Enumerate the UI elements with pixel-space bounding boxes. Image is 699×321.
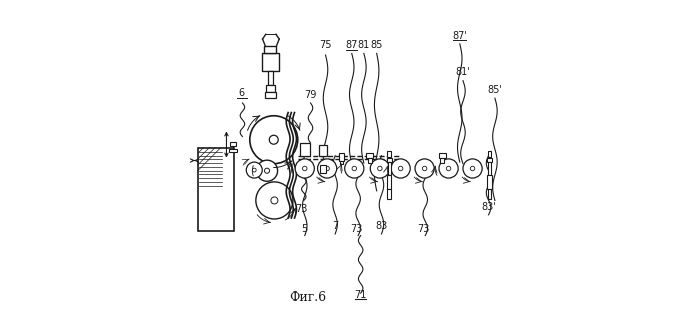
Text: 81': 81'	[456, 67, 470, 77]
Text: 81: 81	[358, 40, 370, 50]
Circle shape	[271, 197, 278, 204]
Bar	[488, 189, 491, 199]
Circle shape	[415, 159, 434, 178]
Bar	[268, 71, 273, 85]
Text: 73: 73	[296, 204, 308, 214]
Bar	[340, 160, 343, 164]
Text: 75: 75	[319, 40, 332, 50]
Circle shape	[352, 166, 356, 171]
Circle shape	[463, 159, 482, 178]
Text: 87: 87	[345, 40, 358, 50]
Bar	[387, 175, 391, 189]
Bar	[488, 162, 491, 175]
Text: 71: 71	[354, 290, 367, 299]
Circle shape	[250, 116, 298, 164]
Text: 7: 7	[332, 221, 338, 231]
Circle shape	[447, 166, 451, 171]
Circle shape	[391, 159, 410, 178]
Circle shape	[325, 166, 329, 171]
Text: 83: 83	[375, 221, 387, 231]
Bar	[230, 142, 236, 146]
Circle shape	[377, 166, 382, 171]
Text: 87': 87'	[452, 30, 467, 41]
Text: 85: 85	[370, 40, 383, 50]
Bar	[387, 151, 391, 157]
Circle shape	[422, 166, 427, 171]
Circle shape	[303, 166, 307, 171]
Circle shape	[317, 159, 337, 178]
Circle shape	[269, 135, 278, 144]
Circle shape	[256, 182, 293, 219]
Bar	[387, 162, 391, 175]
Bar	[261, 53, 279, 71]
Circle shape	[264, 168, 270, 173]
Text: 73: 73	[350, 224, 362, 234]
Bar	[229, 149, 238, 152]
Circle shape	[345, 159, 364, 178]
Bar	[366, 153, 373, 158]
Circle shape	[257, 160, 278, 181]
Bar	[487, 175, 491, 189]
Bar	[487, 158, 492, 162]
Bar	[300, 143, 310, 156]
Bar	[319, 144, 327, 156]
Bar	[198, 148, 234, 231]
Text: 83': 83'	[481, 202, 496, 212]
Bar	[387, 158, 391, 162]
Text: 5: 5	[302, 224, 308, 234]
Bar	[488, 151, 491, 157]
Text: Фиг.6: Фиг.6	[289, 291, 326, 304]
Text: 73: 73	[417, 224, 429, 234]
Circle shape	[439, 159, 458, 178]
Circle shape	[252, 168, 256, 172]
Circle shape	[398, 166, 403, 171]
Bar	[320, 165, 326, 173]
Text: 6: 6	[239, 88, 245, 98]
Circle shape	[246, 162, 262, 178]
Text: 85': 85'	[487, 85, 503, 95]
Bar	[266, 85, 275, 92]
Circle shape	[370, 159, 389, 178]
Bar	[265, 92, 275, 98]
Circle shape	[295, 159, 315, 178]
Bar	[440, 158, 444, 163]
Bar	[264, 47, 276, 53]
Bar	[339, 153, 344, 160]
Circle shape	[470, 166, 475, 171]
Text: 79: 79	[304, 90, 317, 100]
Bar	[439, 153, 446, 158]
Bar	[368, 158, 372, 163]
Bar	[387, 189, 391, 199]
